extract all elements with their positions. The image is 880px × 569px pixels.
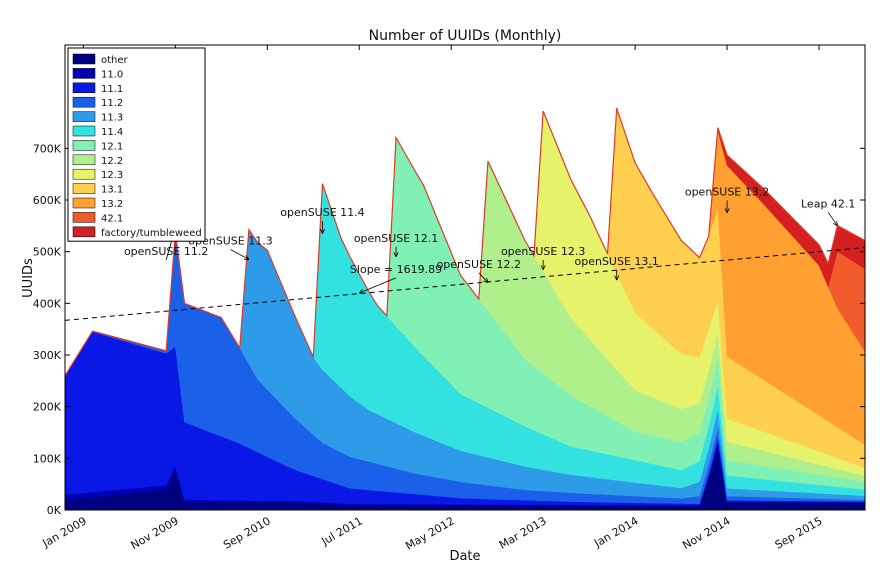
annotation-opensuse-11-3: openSUSE 11.3 — [188, 235, 273, 260]
trend-line-layer — [64, 247, 866, 321]
annotation-arrow-head — [358, 289, 365, 294]
annotation-arrow-head — [483, 277, 489, 284]
legend-label: 11.1 — [101, 84, 123, 95]
annotation-label: openSUSE 11.3 — [188, 235, 272, 248]
legend-swatch — [72, 111, 96, 122]
annotation-arrow-line — [230, 249, 250, 260]
annotation-arrow-head — [724, 208, 730, 214]
annotation-label: openSUSE 11.2 — [124, 245, 208, 258]
legend-label: 11.3 — [101, 113, 123, 124]
annotation-arrow-line — [827, 212, 838, 227]
legend-swatch — [72, 212, 96, 223]
legend-label: 11.4 — [101, 127, 123, 138]
plot-frame — [64, 44, 866, 511]
annotation-label: openSUSE 12.3 — [501, 245, 585, 258]
annotation-opensuse-12-1: openSUSE 12.1 — [354, 232, 438, 258]
legend-item-42-1: 42.1 — [72, 212, 123, 224]
legend: other 11.0 11.1 11.2 11.3 11.4 12.1 12.2 12.3 13.… — [67, 47, 206, 242]
legend-item-12-1: 12.1 — [72, 140, 123, 152]
annotation-label: openSUSE 11.4 — [280, 206, 364, 219]
annotation-opensuse-13-2: openSUSE 13.2 — [685, 185, 769, 214]
legend-swatch — [72, 183, 96, 194]
annotation-arrow-head — [393, 252, 399, 258]
annotation-arrow-line — [478, 272, 489, 283]
chart-title: Number of UUIDs (Monthly) — [369, 28, 562, 44]
legend-item-11-1: 11.1 — [72, 82, 123, 95]
legend-item-factory-tumbleweed: factory/tumbleweed — [72, 226, 202, 239]
legend-item-11-2: 11.2 — [72, 96, 123, 109]
legend-swatch — [72, 154, 96, 166]
legend-swatch — [72, 96, 96, 108]
legend-swatch — [72, 197, 96, 209]
annotation-label: Leap 42.1 — [801, 197, 855, 210]
legend-label: 13.2 — [101, 199, 123, 210]
y-axis-label: UUIDs — [21, 258, 36, 298]
annotation-label: openSUSE 12.1 — [354, 232, 438, 245]
y-tick-label: 200K — [33, 401, 62, 414]
trend-line — [64, 247, 866, 321]
total-outline — [64, 107, 866, 376]
legend-item-13-2: 13.2 — [72, 197, 123, 210]
annotation-arrow-line — [359, 277, 397, 294]
annotation-label: Slope = 1619.89 — [350, 263, 442, 276]
annotation-label: openSUSE 13.1 — [575, 255, 659, 268]
legend-swatch — [72, 125, 96, 137]
legend-swatch — [72, 168, 96, 180]
annotation-label: openSUSE 12.2 — [437, 258, 521, 271]
annotation-arrow-head — [832, 220, 838, 227]
legend-label: 42.1 — [101, 213, 123, 224]
y-tick-label: 0K — [47, 504, 62, 517]
annotation-arrow-head — [243, 255, 250, 260]
legend-label: other — [101, 55, 129, 66]
y-axis: 0K 100K 200K 300K 400K 500K 600K 700K — [33, 142, 865, 517]
y-tick-label: 100K — [33, 452, 62, 465]
legend-item-11-4: 11.4 — [72, 125, 123, 138]
y-tick-label: 500K — [33, 246, 62, 259]
annotation-arrow-head — [614, 275, 620, 281]
legend-item-12-2: 12.2 — [72, 154, 123, 167]
legend-swatch — [72, 140, 96, 151]
annotation-label: openSUSE 13.2 — [685, 185, 769, 198]
annotation-opensuse-13-1: openSUSE 13.1 — [575, 255, 659, 281]
legend-label: 11.0 — [101, 69, 123, 80]
legend-item-11-3: 11.3 — [72, 111, 123, 124]
legend-swatch — [72, 82, 96, 94]
y-tick-label: 700K — [33, 142, 62, 155]
legend-swatch — [72, 226, 96, 238]
annotation-arrow-head — [540, 265, 546, 270]
legend-label: 12.2 — [101, 156, 123, 167]
annotation-leap-42-1: Leap 42.1 — [801, 197, 855, 227]
legend-item-12-3: 12.3 — [72, 168, 123, 181]
legend-label: 12.1 — [101, 141, 123, 152]
x-axis-label: Date — [449, 549, 480, 564]
annotation-slope-1619-89: Slope = 1619.89 — [350, 263, 442, 294]
annotation-opensuse-12-2: openSUSE 12.2 — [437, 258, 521, 284]
y-tick-label: 400K — [33, 297, 62, 310]
legend-item-other: other — [72, 53, 129, 66]
legend-label: 13.1 — [101, 185, 123, 196]
total-outline-layer — [64, 107, 866, 376]
y-tick-label: 300K — [33, 349, 62, 362]
legend-swatch — [72, 68, 96, 79]
annotation-opensuse-11-4: openSUSE 11.4 — [280, 206, 365, 234]
legend-label: factory/tumbleweed — [101, 228, 202, 239]
legend-item-11-0: 11.0 — [72, 68, 123, 80]
legend-item-13-1: 13.1 — [72, 183, 123, 196]
annotation-arrow-head — [319, 228, 326, 234]
annotation-opensuse-12-3: openSUSE 12.3 — [501, 245, 585, 270]
legend-swatch — [72, 53, 96, 65]
y-tick-label: 600K — [33, 194, 62, 207]
legend-label: 12.3 — [101, 170, 123, 181]
legend-label: 11.2 — [101, 98, 123, 109]
